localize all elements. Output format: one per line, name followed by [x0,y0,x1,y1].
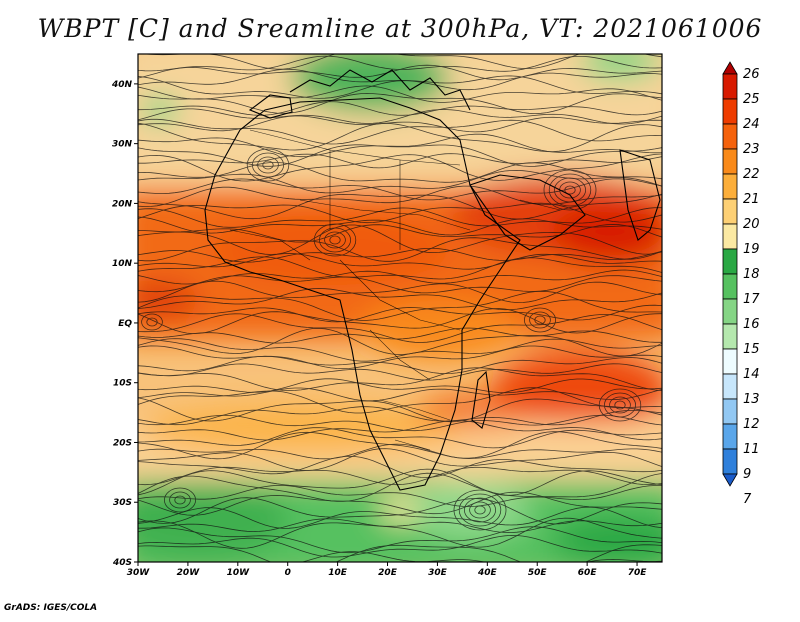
lat-tick-label: EQ [118,319,132,329]
africa-coast [204,97,521,491]
lat-tick-label: 40N [111,80,133,90]
lon-tick-label: 20E [378,568,398,578]
country-borders [229,129,561,451]
lat-tick-label: 30S [113,498,132,508]
lat-tick-label: 40S [112,558,132,568]
iberia-coast [248,94,293,119]
madagascar-coast [471,370,491,429]
colorbar-label: 11 [743,442,760,457]
lat-tick-label: 30N [112,140,133,150]
lon-tick-label: 10W [227,568,251,578]
colorbar-label: 20 [743,217,760,232]
colorbar-label: 19 [743,242,760,257]
colorbar-label: 7 [743,492,752,507]
colorbar-label: 18 [743,267,760,282]
colorbar-label: 22 [743,167,760,182]
colorbar-label: 13 [743,392,760,407]
colorbar-label: 15 [743,342,760,357]
streamlines [138,54,662,562]
lat-tick-label: 10N [112,259,133,269]
lat-tick-label: 10S [113,379,132,389]
lon-tick-label: 20W [177,568,201,578]
lon-tick-label: 10E [328,568,348,578]
latitude-axis: 40N 30N 20N 10N EQ 10S 20S 30S 40S [111,80,138,568]
colorbar-label: 17 [743,292,760,307]
colorbar-label: 26 [743,67,760,82]
lon-tick-label: 60E [578,568,598,578]
lat-tick-label: 20N [112,199,133,209]
coastlines [204,69,661,491]
colorbar-label: 16 [743,317,760,332]
lon-tick-label: 30W [127,568,151,578]
colorbar-label: 21 [743,192,760,207]
colorbar-label: 14 [743,367,760,382]
colorbar-label: 23 [743,142,760,157]
colorbar-label: 24 [743,117,760,132]
europe-coast [289,69,471,111]
map-frame [137,53,663,563]
lon-tick-label: 30E [428,568,448,578]
colorbar: 26 25 24 23 22 21 20 19 18 17 16 15 14 13 12 11 9 7 [722,61,760,507]
colorbar-label: 9 [743,467,751,482]
lon-tick-label: 50E [528,568,548,578]
chart-title: WBPT [C] and Sreamline at 300hPa, VT: 20… [37,14,763,43]
india-coast [619,149,661,241]
longitude-axis: 30W 20W 10W 0 10E 20E 30E 40E 50E 60E 70E [127,562,647,578]
lat-tick-label: 20S [113,438,132,448]
lon-tick-label: 70E [628,568,648,578]
colorbar-label: 25 [743,92,760,107]
arabia-coast [469,174,586,251]
lon-tick-label: 40E [477,568,498,578]
colorbar-label: 12 [743,417,760,432]
lon-tick-label: 0 [285,568,291,578]
grads-credit: GrADS: IGES/COLA [4,603,98,613]
